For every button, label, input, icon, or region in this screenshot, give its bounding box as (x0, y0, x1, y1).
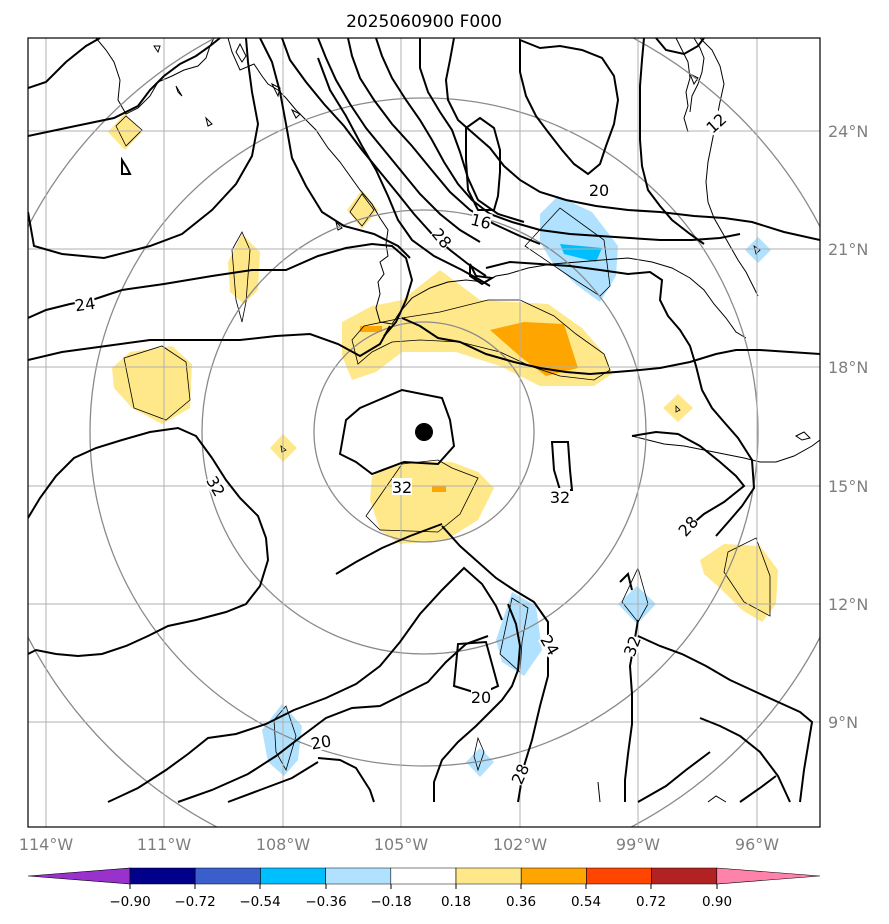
colorbar-swatch (651, 867, 718, 885)
lat-tick-label: 24°N (828, 122, 868, 141)
coastline (95, 38, 820, 803)
colorbar-tick-label: 0.72 (636, 894, 666, 910)
range-rings (28, 38, 820, 827)
colorbar-tick-label: 0.90 (702, 894, 732, 910)
colorbar-extend-high (716, 867, 821, 885)
contour-label: 20 (309, 731, 332, 753)
map-title: 2025060900 F000 (346, 12, 502, 32)
colorbar-swatch (260, 867, 326, 885)
storm-center-marker (415, 423, 433, 441)
thick-contours (28, 38, 820, 803)
contour-label: 16 (469, 210, 493, 233)
colorbar-swatches (27, 867, 821, 885)
lat-tick-label: 9°N (828, 713, 858, 732)
colorbar: −0.90 −0.72 −0.54 −0.36 −0.18 0.18 0.36 … (27, 867, 821, 910)
colorbar-tick-label: 0.18 (441, 894, 471, 910)
lon-tick-labels: 114°W 111°W 108°W 105°W 102°W 99°W 96°W (19, 835, 779, 854)
colorbar-swatch (520, 867, 587, 885)
contour-label: 32 (392, 478, 412, 497)
map-frame (27, 37, 821, 828)
contour-label: 20 (589, 181, 609, 200)
colorbar-swatch (325, 867, 392, 885)
contour-label: 24 (74, 294, 97, 316)
contour-label: 32 (550, 488, 570, 507)
colorbar-ticks (129, 884, 718, 889)
lon-tick-label: 108°W (256, 835, 311, 854)
colorbar-swatch (390, 867, 457, 885)
map-panel: 12 16 20 24 28 32 32 32 28 24 32 20 20 2… (27, 37, 821, 828)
colorbar-tick-label: −0.18 (370, 894, 411, 910)
positive-moderate-areas (360, 322, 578, 492)
colorbar-tick-label: −0.54 (239, 894, 280, 910)
lon-tick-label: 96°W (735, 835, 779, 854)
colorbar-tick-label: −0.90 (109, 894, 150, 910)
contour-label: 20 (471, 688, 491, 707)
colorbar-extend-low (27, 867, 131, 885)
lon-tick-label: 111°W (137, 835, 192, 854)
colorbar-swatch (586, 867, 652, 885)
lon-tick-label: 105°W (374, 835, 429, 854)
lon-tick-label: 99°W (616, 835, 660, 854)
gridlines (28, 38, 820, 827)
lon-tick-label: 102°W (493, 835, 548, 854)
lat-tick-label: 15°N (828, 477, 868, 496)
colorbar-swatch (129, 867, 196, 885)
colorbar-swatch (455, 867, 522, 885)
colorbar-swatch (194, 867, 261, 885)
lat-tick-label: 21°N (828, 240, 868, 259)
lat-tick-label: 12°N (828, 595, 868, 614)
lon-tick-label: 114°W (19, 835, 74, 854)
colorbar-tick-label: −0.36 (305, 894, 346, 910)
colorbar-tick-label: 0.36 (506, 894, 536, 910)
colorbar-tick-label: 0.54 (571, 894, 601, 910)
lat-tick-label: 18°N (828, 358, 868, 377)
colorbar-tick-labels: −0.90 −0.72 −0.54 −0.36 −0.18 0.18 0.36 … (109, 894, 732, 910)
lat-tick-labels: 24°N 21°N 18°N 15°N 12°N 9°N (828, 122, 868, 732)
colorbar-tick-label: −0.72 (174, 894, 215, 910)
